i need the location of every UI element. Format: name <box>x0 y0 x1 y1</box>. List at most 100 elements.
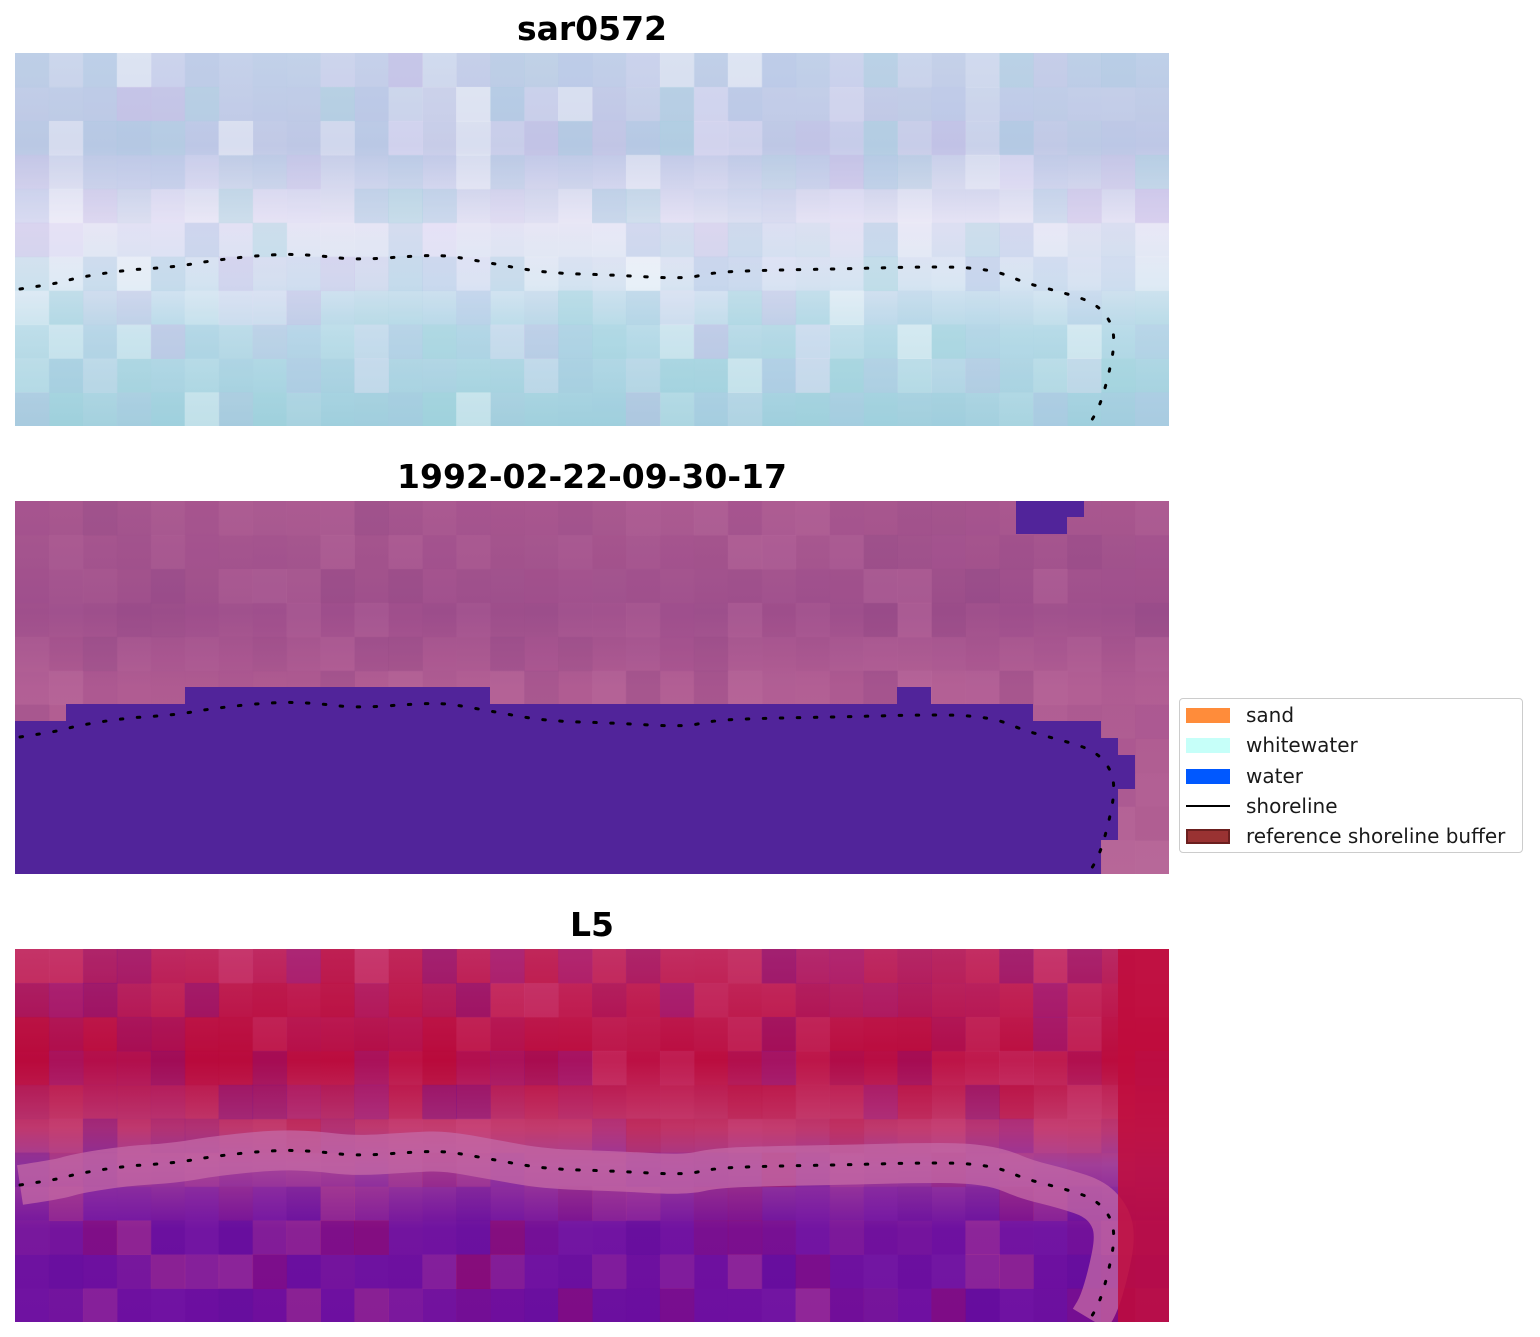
raster-pixel <box>558 534 593 570</box>
raster-pixel <box>999 982 1034 1018</box>
raster-pixel <box>931 53 966 88</box>
raster-pixel <box>829 290 865 326</box>
raster-pixel <box>558 1017 593 1052</box>
raster-pixel <box>897 1254 932 1289</box>
raster-pixel <box>286 949 321 984</box>
raster-pixel <box>15 982 50 1018</box>
raster-pixel <box>82 949 118 984</box>
raster-pixel <box>897 290 932 326</box>
raster-pixel <box>761 1084 797 1120</box>
raster-pixel <box>897 222 932 258</box>
raster-pixel <box>48 222 84 258</box>
raster-pixel <box>761 568 797 604</box>
raster-pixel <box>150 1016 186 1052</box>
raster-pixel <box>931 1221 966 1256</box>
raster-pixel <box>150 670 186 706</box>
raster-pixel <box>1067 358 1102 393</box>
raster-pixel <box>931 1050 966 1086</box>
raster-pixel <box>829 534 865 570</box>
raster-pixel <box>999 670 1034 706</box>
raster-pixel <box>897 636 932 672</box>
raster-pixel <box>625 670 661 706</box>
raster-pixel <box>252 1220 288 1255</box>
raster-pixel <box>1101 636 1136 672</box>
raster-pixel <box>82 154 118 190</box>
raster-pixel <box>1033 86 1068 122</box>
raster-pixel <box>625 392 661 426</box>
raster-pixel <box>422 602 457 638</box>
raster-pixel <box>490 568 525 604</box>
raster-pixel <box>693 290 729 326</box>
raster-pixel <box>592 324 627 359</box>
raster-pixel <box>1033 1220 1068 1255</box>
raster-pixel <box>1135 670 1169 706</box>
raster-pixel <box>15 1220 50 1255</box>
raster-pixel <box>795 982 831 1018</box>
raster-pixel <box>1101 535 1136 570</box>
raster-pixel <box>490 188 525 224</box>
raster-pixel <box>592 256 627 292</box>
raster-pixel <box>829 86 865 122</box>
raster-pixel <box>1135 806 1169 841</box>
raster-pixel <box>48 1254 84 1289</box>
raster-pixel <box>999 222 1034 258</box>
raster-pixel <box>48 86 84 122</box>
raster-pixel <box>592 1085 627 1120</box>
raster-pixel <box>524 86 559 122</box>
raster-pixel <box>456 982 491 1018</box>
raster-pixel <box>83 603 118 638</box>
raster-pixel <box>897 1220 932 1255</box>
raster-pixel <box>48 358 84 393</box>
raster-pixel <box>116 120 152 156</box>
raster-pixel <box>693 1186 729 1222</box>
raster-pixel <box>965 53 1000 88</box>
raster-pixel <box>1135 602 1169 638</box>
raster-pixel <box>863 982 898 1018</box>
raster-pixel <box>558 392 593 426</box>
raster-pixel <box>693 358 729 393</box>
raster-pixel <box>151 637 186 672</box>
raster-pixel <box>795 53 831 88</box>
raster-pixel <box>1067 949 1102 984</box>
raster-pixel <box>320 120 355 156</box>
raster-pixel <box>897 982 932 1018</box>
raster-pixel <box>184 568 220 604</box>
raster-pixel <box>218 290 254 326</box>
raster-pixel <box>286 1254 321 1289</box>
raster-pixel <box>965 501 1000 536</box>
raster-pixel <box>48 568 84 604</box>
raster-pixel <box>354 1050 389 1086</box>
raster-pixel <box>829 1084 865 1120</box>
image-panel-classified <box>15 501 1169 874</box>
raster-pixel <box>558 501 593 536</box>
raster-pixel <box>422 568 457 604</box>
raster-pixel <box>150 1288 186 1322</box>
raster-pixel <box>354 982 389 1018</box>
raster-pixel <box>1101 358 1136 393</box>
raster-pixel <box>965 1220 1000 1255</box>
raster-pixel <box>592 290 627 326</box>
raster-pixel <box>490 501 525 536</box>
raster-pixel <box>1033 358 1068 393</box>
raster-pixel <box>999 86 1034 122</box>
raster-pixel <box>1101 671 1136 706</box>
raster-pixel <box>252 324 288 359</box>
raster-pixel <box>286 86 321 122</box>
raster-pixel <box>48 1016 84 1052</box>
raster-pixel <box>829 324 865 359</box>
raster-pixel <box>829 120 865 156</box>
raster-pixel <box>728 569 763 604</box>
raster-pixel <box>1067 188 1102 224</box>
raster-pixel <box>218 256 254 292</box>
raster-pixel <box>727 1186 763 1222</box>
raster-pixel <box>863 1016 898 1052</box>
raster-pixel <box>863 324 898 359</box>
raster-pixel <box>490 222 525 258</box>
raster-pixel <box>727 86 763 122</box>
raster-pixel <box>931 154 966 190</box>
raster-pixel <box>693 636 729 672</box>
raster-pixel <box>931 290 966 326</box>
raster-pixel <box>558 1084 593 1120</box>
raster-pixel <box>456 359 491 394</box>
raster-pixel <box>625 949 661 984</box>
